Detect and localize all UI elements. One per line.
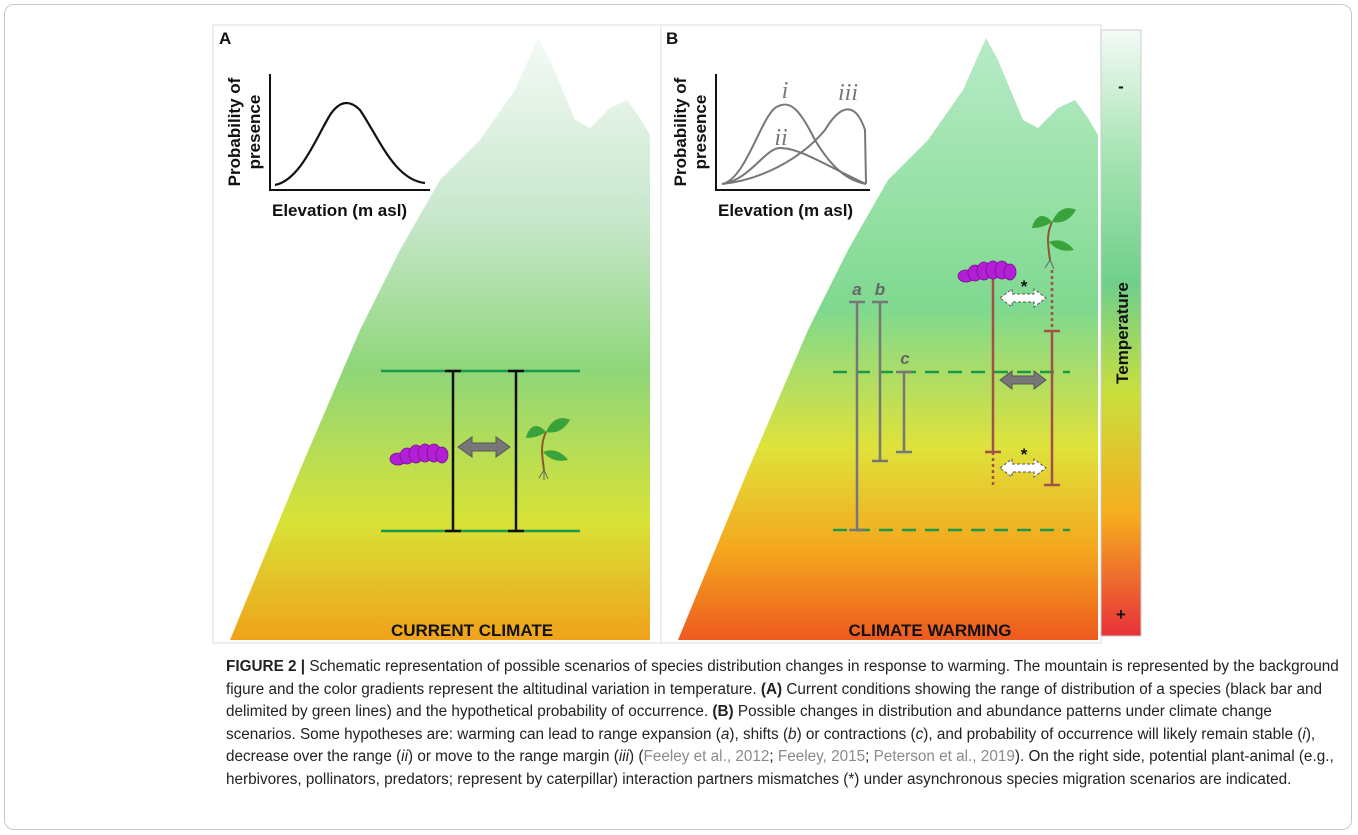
caption-text: Current conditions showing the range of …: [226, 680, 1323, 721]
plant: [1032, 208, 1076, 270]
caption-text: ;: [865, 748, 874, 765]
inset-axes: [269, 74, 430, 191]
caption-text: c: [915, 725, 924, 743]
mismatch-mark: *: [1021, 277, 1028, 296]
colorbar-top: -: [1118, 77, 1124, 96]
mismatch-mark: *: [1021, 445, 1028, 464]
caption-text: a: [720, 725, 730, 743]
caption-text: iii: [618, 748, 630, 765]
colorbar: [1100, 29, 1142, 637]
panel-label: A: [219, 29, 231, 48]
y-axis-label: presence: [691, 95, 710, 170]
panel-footer: CLIMATE WARMING: [848, 621, 1011, 640]
caption-text: (B): [712, 703, 734, 720]
citation[interactable]: Feeley, 2015: [777, 748, 866, 765]
caption-text: ii: [401, 748, 408, 765]
inset-axes: [715, 74, 870, 191]
caption-text: ) or contractions (: [796, 725, 916, 743]
range-label: c: [900, 349, 910, 368]
curve-label: ii: [774, 125, 787, 151]
panel-footer: CURRENT CLIMATE: [391, 621, 553, 640]
caption-text: ). On the right side, potential plant-an…: [226, 748, 1334, 788]
range-lines: [381, 369, 580, 533]
range-label: a: [852, 280, 861, 299]
figure: A B Probability of presence Elevation (m…: [212, 24, 1142, 644]
caption-label: FIGURE 2 |: [226, 658, 306, 675]
frame: [4, 4, 1352, 830]
plant: [526, 418, 570, 480]
x-axis-label: Elevation (m asl): [718, 201, 853, 220]
citation[interactable]: Peterson et al., 2019: [873, 748, 1015, 765]
caption: FIGURE 2 | Schematic representation of p…: [226, 656, 1344, 791]
x-axis-label: Elevation (m asl): [272, 201, 407, 220]
curve-label: iii: [838, 80, 858, 106]
caption-text: ) (: [629, 748, 644, 765]
y-axis-label: Probability of: [225, 77, 244, 186]
citation[interactable]: Feeley et al., 2012: [643, 748, 770, 765]
mountain: [230, 38, 650, 640]
y-axis-label: Probability of: [671, 77, 690, 186]
caption-text: ), shifts (: [729, 725, 789, 743]
range-lines: [833, 268, 1070, 532]
panel-label: B: [666, 29, 678, 48]
colorbar-bottom: +: [1116, 605, 1126, 624]
colorbar-title: Temperature: [1113, 282, 1132, 384]
caption-text: ;: [769, 748, 778, 765]
caption-text: b: [788, 725, 797, 743]
caption-text: i: [1302, 725, 1306, 743]
y-axis-label: presence: [245, 95, 264, 170]
caterpillar: [957, 260, 1017, 283]
caption-text: ), and probability of occurrence will li…: [923, 725, 1303, 743]
curve-label: i: [782, 78, 789, 104]
range-label: b: [875, 280, 885, 299]
caption-text: (A): [760, 680, 783, 698]
caterpillar: [389, 443, 449, 466]
caption-text: Schematic representation of possible sce…: [226, 658, 1339, 698]
mountain: [678, 38, 1098, 640]
caption-text: Possible changes in distribution and abu…: [226, 703, 1272, 743]
caption-text: ) or move to the range margin (: [407, 748, 619, 765]
caption-text: ), decrease over the range (: [226, 725, 1316, 766]
